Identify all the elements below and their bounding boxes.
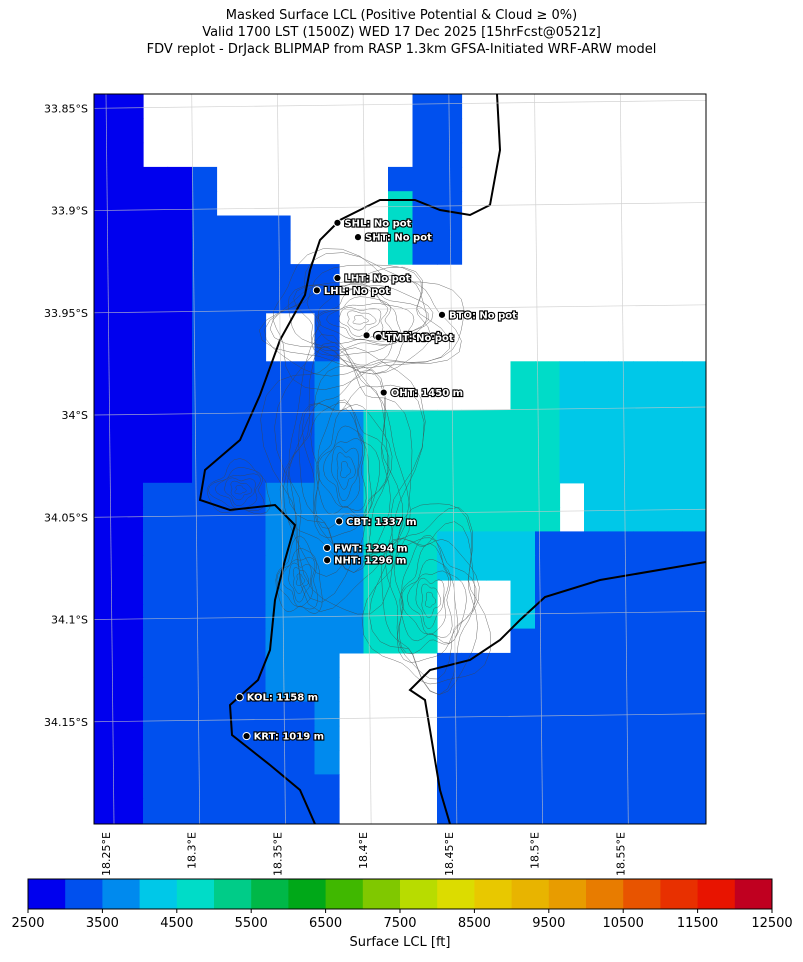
station-shl: SHL: No pot: [333, 217, 413, 230]
station-kol: KOL: 1158 m: [235, 692, 319, 705]
station-label: SHT: No pot: [365, 233, 432, 244]
colorbar-bin: [474, 879, 513, 909]
colorbar-bin: [623, 879, 661, 909]
lat-tick-label: 33.85°S: [44, 102, 88, 115]
colorbar: 2500 3500 4500 5500 6500 7500 8500 9500 10500 115…: [11, 878, 793, 950]
colorbar-tick-label: 5500: [235, 916, 268, 931]
lat-tick-label: 34.05°S: [44, 511, 88, 524]
station-oht: OHT: 1450 m: [379, 387, 464, 400]
lon-tick-label: 18.35°E: [271, 832, 284, 876]
lat-tick-label: 33.9°S: [51, 205, 88, 218]
station-tmt: TMT: No pot: [374, 332, 455, 345]
colorbar-bin: [586, 879, 624, 909]
station-label: CBT: 1337 m: [346, 517, 416, 528]
station-label: LHT: No pot: [344, 274, 410, 285]
coastline: [198, 94, 706, 824]
station-label: TMT: No pot: [386, 333, 454, 344]
colorbar-tick-label: 8500: [458, 916, 491, 931]
lat-tick-label: 34.15°S: [44, 716, 88, 729]
chart-title: Masked Surface LCL (Positive Potential &…: [225, 8, 578, 23]
station-lhl: LHL: No pot: [312, 285, 391, 298]
colorbar-bin: [28, 879, 66, 909]
terrain-contours: [206, 248, 491, 695]
lon-tick-label: 18.4°E: [357, 832, 370, 869]
colorbar-bin: [288, 879, 327, 909]
colorbar-bin: [65, 879, 103, 909]
colorbar-tick-label: 6500: [309, 916, 342, 931]
station-krt: KRT: 1019 m: [242, 730, 325, 744]
graticule: [94, 94, 706, 824]
station-label: GUT: No pot: [374, 331, 442, 342]
station-label: FWT: 1294 m: [334, 543, 407, 554]
station-label: NHT: 1296 m: [334, 556, 406, 567]
colorbar-bin: [325, 879, 364, 909]
lon-tick-label: 18.25°E: [100, 832, 113, 876]
lcl-raster: [94, 94, 706, 824]
station-label: KOL: 1158 m: [247, 693, 318, 704]
lat-tick-label: 34.1°S: [51, 614, 88, 627]
station-label: SHL: No pot: [344, 218, 411, 229]
colorbar-bin: [437, 879, 475, 909]
colorbar-bin: [734, 879, 773, 909]
chart-subtitle-model: FDV replot - DrJack BLIPMAP from RASP 1.…: [146, 42, 657, 57]
station-gut: GUT: No pot: [362, 330, 443, 343]
lon-tick-label: 18.55°E: [614, 832, 627, 876]
colorbar-tick-label: 10500: [603, 916, 644, 931]
lon-tick-label: 18.3°E: [186, 832, 199, 869]
colorbar-bin: [102, 879, 141, 909]
lat-tick-label: 33.95°S: [44, 307, 88, 320]
colorbar-bin: [251, 879, 289, 909]
colorbar-tick-label: 11500: [677, 916, 718, 931]
station-nht: NHT: 1296 m: [323, 555, 407, 568]
colorbar-bin: [548, 879, 587, 909]
colorbar-bin: [660, 879, 699, 909]
station-label: BTO: No pot: [449, 310, 517, 321]
station-label: KRT: 1019 m: [254, 732, 324, 743]
colorbar-tick-label: 7500: [383, 916, 416, 931]
map-frame: [93, 93, 707, 825]
station-lht: LHT: No pot: [333, 272, 412, 286]
colorbar-bin: [697, 879, 736, 909]
station-label: LHL: No pot: [324, 286, 390, 297]
colorbar-bin: [176, 879, 215, 909]
station-fwt: FWT: 1294 m: [323, 542, 409, 556]
colorbar-tick-label: 4500: [160, 916, 193, 931]
lon-tick-label: 18.5°E: [529, 832, 542, 869]
colorbar-bin: [362, 879, 401, 909]
colorbar-tick-label: 2500: [11, 916, 44, 931]
colorbar-bin: [511, 879, 550, 909]
station-cbt: CBT: 1337 m: [335, 516, 418, 529]
longitude-labels: 18.25°E 18.3°E 18.35°E 18.4°E 18.45°E 18.5°E 1…: [100, 832, 627, 876]
lat-tick-label: 34°S: [62, 409, 88, 422]
chart-subtitle-valid-time: Valid 1700 LST (1500Z) WED 17 Dec 2025 […: [202, 25, 601, 40]
station-label: OHT: 1450 m: [391, 388, 463, 399]
station-sht: SHT: No pot: [353, 232, 433, 245]
colorbar-bin: [400, 879, 438, 909]
colorbar-title: Surface LCL [ft]: [350, 935, 451, 950]
colorbar-tick-label: 12500: [751, 916, 792, 931]
station-bto: BTO: No pot: [437, 309, 518, 322]
lon-tick-label: 18.45°E: [443, 832, 456, 876]
colorbar-tick-label: 3500: [86, 916, 119, 931]
latitude-labels: 33.85°S 33.9°S 33.95°S 34°S 34.05°S 34.1°S 34.…: [44, 102, 88, 728]
colorbar-tick-label: 9500: [532, 916, 565, 931]
colorbar-bin: [214, 879, 252, 909]
colorbar-bin: [139, 879, 178, 909]
